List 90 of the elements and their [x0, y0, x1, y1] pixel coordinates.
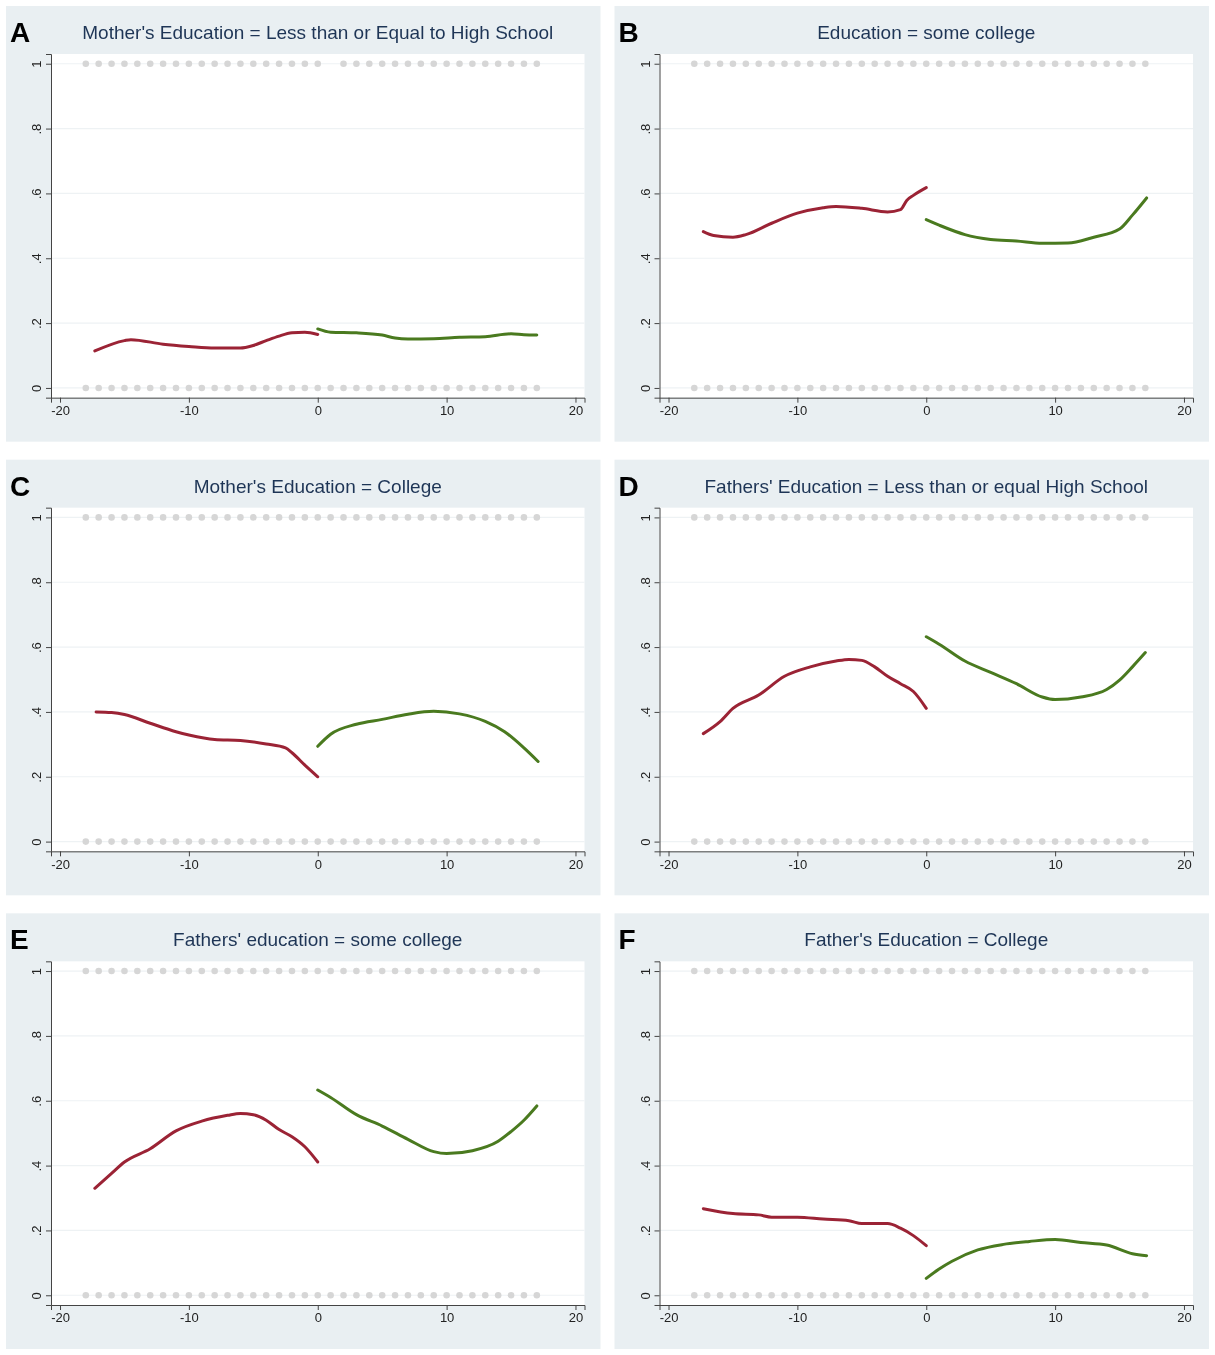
x-tick-label: 0 [923, 1310, 931, 1326]
y-tick-label: .6 [29, 642, 44, 653]
y-tick-label: .6 [29, 188, 44, 200]
y-tick-label: .2 [637, 771, 653, 783]
y-tick-label: 0 [637, 838, 653, 846]
line-series [316, 327, 539, 341]
y-tick-label: .2 [29, 318, 44, 330]
text: A [10, 17, 31, 48]
y-tick-label: .4 [29, 253, 44, 265]
y-tick-label: 1 [29, 967, 44, 976]
y-tick-label: .2 [29, 1225, 44, 1237]
text: E [10, 924, 29, 956]
y-tick-label: .4 [29, 1160, 44, 1172]
y-tick-label: 1 [29, 514, 44, 522]
x-tick-label: 20 [568, 1310, 584, 1326]
chart-title: Fathers' Education = Less than or equal High School [704, 475, 1149, 497]
y-tick-label: .6 [637, 188, 653, 200]
y-tick-label: .4 [637, 253, 653, 265]
x-tick-label: 0 [314, 1310, 322, 1326]
y-tick-label: 0 [637, 384, 653, 393]
chart-title: Father's Education = College [804, 929, 1049, 951]
y-tick-label: 1 [29, 60, 44, 68]
y-tick-label: .2 [637, 318, 653, 330]
x-tick-label: 0 [923, 856, 931, 872]
x-tick-label: -20 [659, 1310, 679, 1326]
chart-title: Fathers' education = some college [173, 929, 463, 951]
x-tick-label: -10 [179, 856, 199, 872]
line-series [316, 1088, 539, 1156]
y-tick-label: 1 [637, 514, 653, 522]
x-tick-label: -10 [179, 1310, 199, 1326]
chart-title: Mother's Education = College [193, 475, 442, 497]
text: B [618, 17, 639, 48]
y-tick-label: .8 [29, 1030, 44, 1042]
y-tick-label: .6 [637, 642, 653, 653]
y-tick-label: .6 [29, 1095, 44, 1107]
y-tick-label: .8 [637, 123, 653, 135]
y-tick-label: .8 [29, 123, 44, 135]
x-tick-label: -10 [788, 402, 808, 418]
line-series [924, 1238, 1149, 1280]
line-series [316, 709, 540, 764]
x-tick-label: 0 [923, 402, 931, 418]
line-series [94, 710, 320, 779]
y-tick-label: .2 [637, 1225, 653, 1237]
chart-title: Education = some college [817, 22, 1036, 43]
line-series [701, 657, 928, 736]
x-tick-label: 10 [1048, 1310, 1063, 1326]
x-tick-label: 10 [439, 856, 455, 872]
line-series [924, 635, 1147, 702]
x-tick-label: -10 [788, 1310, 808, 1326]
x-tick-label: 20 [1177, 856, 1192, 872]
y-tick-label: .8 [637, 577, 653, 589]
x-tick-label: 20 [1177, 1310, 1192, 1326]
text: F [618, 924, 636, 956]
x-tick-label: 20 [1177, 402, 1192, 418]
text: C [10, 470, 31, 502]
x-tick-label: -10 [179, 402, 199, 418]
line-series [701, 1207, 928, 1248]
text: D [618, 470, 639, 502]
x-tick-label: 10 [439, 402, 455, 418]
y-tick-label: .4 [637, 1160, 653, 1172]
y-tick-label: .2 [29, 771, 44, 783]
x-tick-label: 0 [314, 402, 322, 418]
x-tick-label: 10 [1048, 402, 1063, 418]
x-tick-label: -20 [51, 402, 70, 418]
x-tick-label: -20 [659, 402, 679, 418]
line-series [93, 1111, 320, 1190]
x-tick-label: 10 [1048, 856, 1063, 872]
y-tick-label: .6 [637, 1095, 653, 1107]
x-tick-label: -20 [51, 1310, 70, 1326]
x-tick-label: 20 [568, 856, 584, 872]
y-tick-label: 0 [29, 838, 44, 846]
y-tick-label: 0 [637, 1292, 653, 1300]
x-tick-label: -20 [659, 856, 679, 872]
x-tick-label: 0 [314, 856, 322, 872]
x-tick-label: 20 [568, 402, 584, 418]
chart-title: Mother's Education = Less than or Equal to High School [82, 22, 554, 43]
y-tick-label: 0 [29, 384, 44, 393]
line-series [93, 330, 320, 353]
y-tick-label: 1 [637, 60, 653, 68]
y-tick-label: .4 [29, 707, 44, 718]
y-tick-label: .4 [637, 707, 653, 718]
line-series [701, 186, 928, 239]
y-tick-label: .8 [637, 1030, 653, 1042]
y-tick-label: .8 [29, 577, 44, 589]
line-series [924, 196, 1149, 245]
y-tick-label: 1 [637, 967, 653, 976]
x-tick-label: -20 [51, 856, 70, 872]
x-tick-label: 10 [439, 1310, 455, 1326]
y-tick-label: 0 [29, 1292, 44, 1300]
x-tick-label: -10 [788, 856, 808, 872]
